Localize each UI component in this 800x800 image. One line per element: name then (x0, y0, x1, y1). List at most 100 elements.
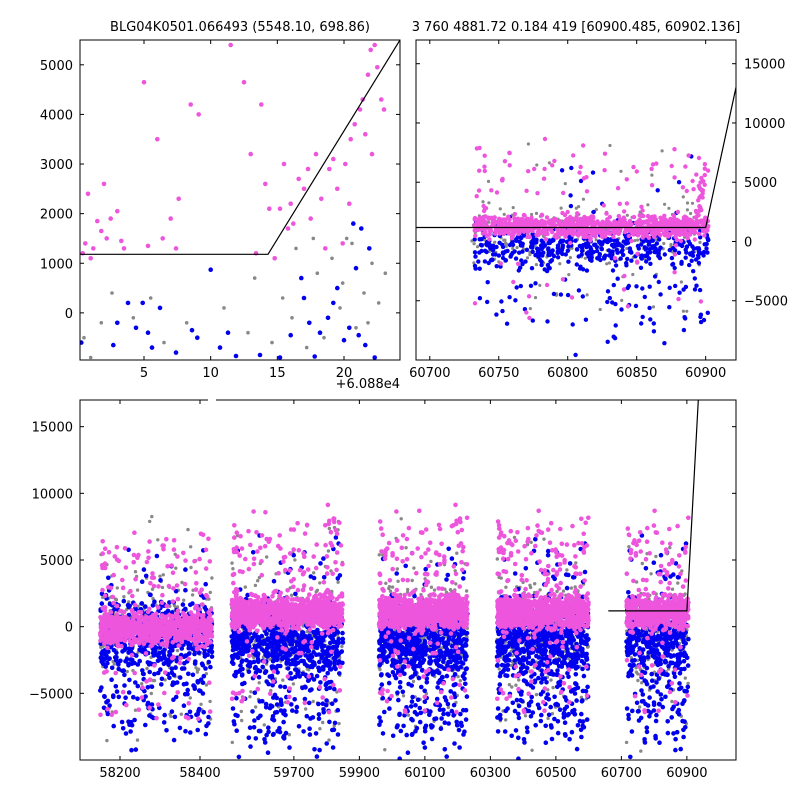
data-point (356, 332, 362, 338)
data-point (120, 649, 125, 654)
data-point (153, 646, 158, 651)
data-point (153, 611, 159, 616)
data-point (633, 303, 639, 309)
data-point (101, 181, 107, 187)
data-point (489, 188, 494, 193)
data-point (203, 731, 209, 737)
data-point (316, 665, 321, 671)
data-point (525, 256, 530, 260)
data-point (232, 634, 238, 639)
data-point (624, 263, 629, 268)
data-point (258, 713, 263, 719)
data-point (179, 639, 185, 645)
data-point (252, 276, 257, 280)
data-point (514, 285, 519, 290)
data-point (135, 683, 141, 689)
data-point (336, 659, 342, 664)
data-point (143, 573, 149, 579)
data-point (634, 284, 639, 289)
data-point (255, 654, 260, 659)
data-point (100, 551, 105, 556)
data-point (526, 142, 531, 146)
data-point (307, 726, 312, 731)
season-plot-area (416, 87, 736, 358)
data-point (131, 552, 137, 558)
data-point (149, 345, 155, 350)
data-point (500, 176, 505, 182)
data-point (524, 247, 530, 252)
data-point (133, 622, 138, 628)
data-point (324, 741, 330, 746)
data-point (170, 640, 176, 645)
data-point (183, 558, 188, 563)
data-point (141, 79, 147, 85)
data-point (146, 549, 151, 554)
data-point (316, 652, 322, 657)
data-point (294, 246, 298, 251)
data-point (317, 747, 322, 753)
data-point (140, 300, 145, 306)
data-point (293, 655, 299, 660)
data-point (698, 299, 704, 304)
data-point (174, 583, 180, 588)
data-point (558, 262, 562, 266)
data-point (535, 246, 540, 251)
data-point (500, 255, 506, 261)
data-point (618, 256, 623, 261)
data-point (372, 355, 378, 360)
data-point (474, 146, 480, 151)
data-point (208, 590, 212, 595)
data-point (124, 634, 129, 639)
data-point (681, 195, 685, 199)
data-point (161, 546, 166, 552)
data-point (557, 248, 563, 253)
data-point (190, 672, 196, 678)
data-point (685, 208, 690, 212)
data-point (128, 588, 133, 594)
data-point (151, 596, 155, 601)
data-point (140, 685, 145, 690)
data-point (574, 262, 579, 267)
data-point (676, 180, 682, 185)
data-point (272, 255, 278, 261)
x-tick-label: 60900 (685, 366, 726, 381)
data-point (667, 206, 671, 210)
data-point (602, 168, 607, 173)
data-point (645, 213, 651, 219)
data-point (655, 188, 660, 193)
data-point (188, 696, 192, 700)
zoom-plot-area (80, 40, 400, 360)
data-point (519, 258, 524, 263)
data-point (294, 709, 299, 714)
data-point (687, 241, 693, 246)
data-point (208, 607, 214, 612)
data-point (696, 213, 701, 218)
data-point (293, 591, 298, 597)
data-point (125, 300, 131, 306)
data-point (246, 330, 250, 335)
data-point (332, 720, 338, 726)
data-point (231, 661, 236, 666)
data-point (334, 550, 340, 555)
data-point (195, 668, 200, 672)
data-point (621, 287, 627, 292)
data-point (102, 608, 108, 613)
data-point (547, 252, 552, 258)
data-point (231, 567, 235, 571)
data-point (246, 735, 252, 740)
data-point (488, 249, 492, 254)
data-point (313, 731, 319, 736)
data-point (111, 723, 116, 729)
data-point (545, 231, 550, 237)
data-point (150, 514, 154, 519)
data-point (482, 227, 487, 232)
data-point (316, 712, 322, 717)
data-point (189, 327, 195, 333)
data-point (656, 279, 661, 285)
data-point (565, 292, 571, 298)
data-point (561, 190, 566, 196)
data-point (253, 251, 259, 256)
data-point (255, 659, 261, 665)
data-point (183, 567, 188, 572)
full-panel: 58200 58400 59700 59900 60100 60300 60500 60700… (29, 396, 737, 781)
